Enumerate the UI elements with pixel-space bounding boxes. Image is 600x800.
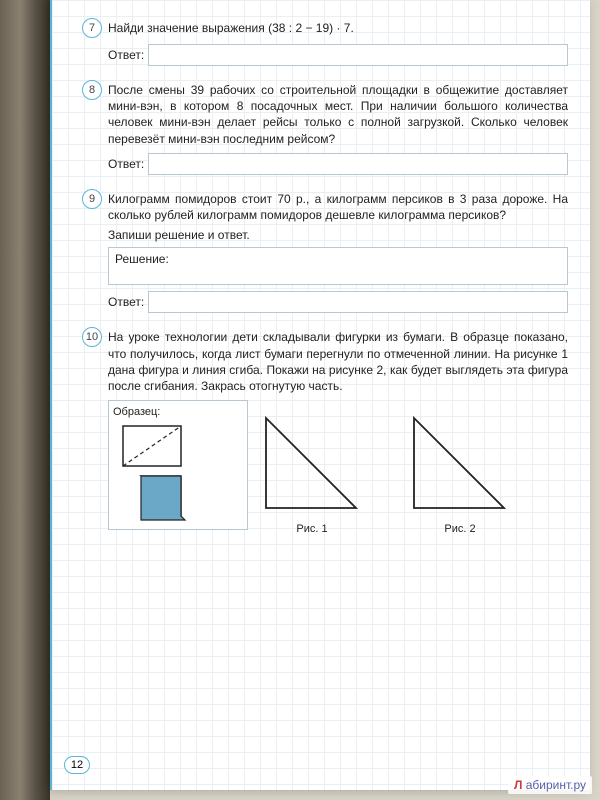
example-figure-icon [113,420,243,528]
triangle-1-icon [258,410,366,518]
task-8: 8 После смены 39 рабочих со строительной… [82,80,568,175]
answer-label: Ответ: [108,47,144,63]
figure-1: Рис. 1 [258,410,366,537]
task-text: После смены 39 рабочих со строительной п… [108,80,568,147]
task-10: 10 На уроке технологии дети складывали ф… [82,327,568,537]
workbook-page: 7 Найди значение выражения (38 : 2 − 19)… [50,0,590,790]
task-number: 7 [82,18,102,38]
book-spine [0,0,50,800]
figure-1-label: Рис. 1 [296,523,327,535]
answer-box[interactable] [148,153,568,175]
example-box: Образец: [108,400,248,530]
answer-box[interactable] [148,44,568,66]
solution-label: Решение: [115,252,169,266]
answer-label: Ответ: [108,156,144,172]
watermark: Л абиринт.ру [508,776,592,794]
watermark-rest: абиринт.ру [522,778,586,792]
task-text: Найди значение выражения (38 : 2 − 19) ·… [108,18,568,36]
triangle-2-icon [406,410,514,518]
solution-box[interactable]: Решение: [108,247,568,285]
figure-2-label: Рис. 2 [444,523,475,535]
task-7: 7 Найди значение выражения (38 : 2 − 19)… [82,18,568,66]
answer-box[interactable] [148,291,568,313]
figures-area: Рис. 1 Рис. 2 [258,400,568,537]
task-9: 9 Килограмм помидоров стоит 70 р., а кил… [82,189,568,314]
task-instruction: Запиши решение и ответ. [108,227,568,243]
task-text: Килограмм помидоров стоит 70 р., а килог… [108,189,568,223]
page-number: 12 [64,756,90,774]
task-number: 10 [82,327,102,347]
example-label: Образец: [113,406,160,418]
figure-2[interactable]: Рис. 2 [406,410,514,537]
answer-label: Ответ: [108,294,144,310]
task-text: На уроке технологии дети складывали фигу… [108,327,568,394]
task-number: 8 [82,80,102,100]
task-number: 9 [82,189,102,209]
